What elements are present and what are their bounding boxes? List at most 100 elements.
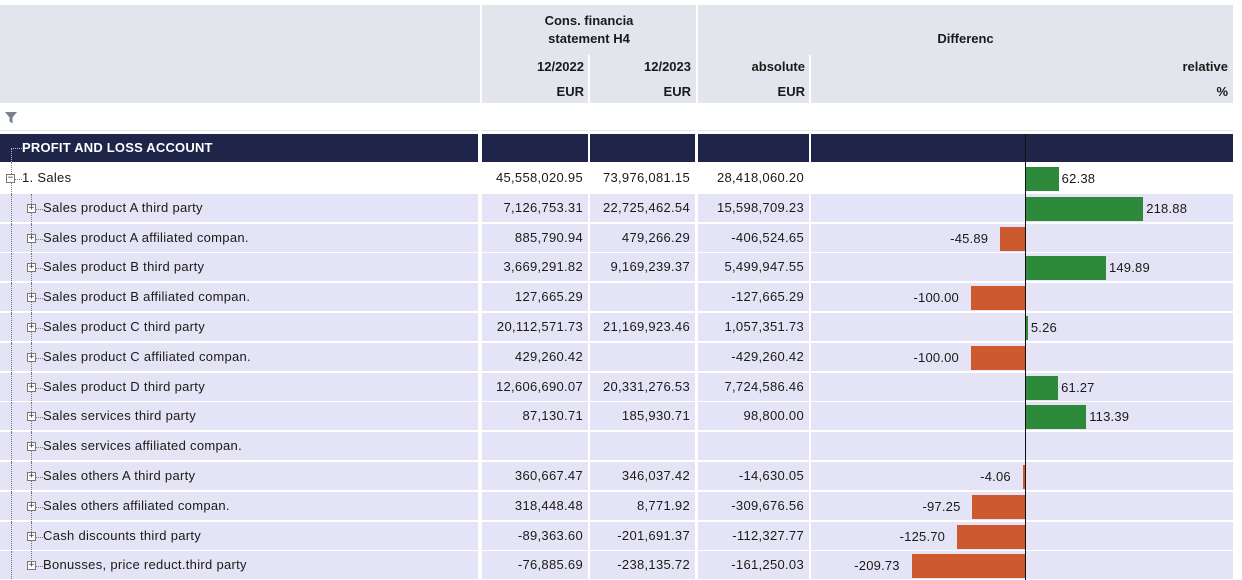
tree-connector — [11, 193, 12, 224]
section-label[interactable]: PROFIT AND LOSS ACCOUNT — [22, 140, 213, 155]
bar-label: 61.27 — [1061, 379, 1095, 395]
bar-positive — [1025, 256, 1106, 281]
table-cell — [698, 462, 809, 490]
value-v2023: 73,976,081.15 — [602, 170, 690, 185]
table-row[interactable]: + Sales services affiliated compan. — [0, 432, 1233, 463]
bar-label: -100.00 — [913, 290, 959, 306]
table-row[interactable]: + Sales product A affiliated compan. 885,7… — [0, 223, 1233, 254]
filter-cell[interactable] — [482, 104, 588, 131]
table-row[interactable]: + Bonusses, price reduct.third party -76,8… — [0, 551, 1233, 580]
table-cell — [0, 402, 478, 431]
table-row[interactable]: + Sales product B third party 3,669,291.82… — [0, 253, 1233, 284]
table-cell — [698, 253, 809, 282]
collapse-icon[interactable]: − — [6, 173, 15, 183]
filter-cell[interactable] — [0, 104, 478, 131]
header-col-absolute[interactable]: absolute — [751, 59, 805, 74]
row-label[interactable]: Sales services third party — [43, 408, 197, 424]
row-label[interactable]: Sales product A affiliated compan. — [43, 229, 249, 245]
value-abs: 15,598,709.23 — [716, 199, 804, 215]
header-group-difference: Differenc — [937, 31, 994, 46]
row-label[interactable]: Sales others A third party — [43, 468, 196, 483]
expand-icon[interactable]: + — [27, 351, 36, 362]
table-cell — [482, 313, 588, 341]
expand-icon[interactable]: + — [27, 202, 36, 213]
tree-connector — [31, 208, 43, 210]
expand-icon[interactable]: + — [27, 381, 36, 392]
table-cell — [0, 462, 478, 490]
table-cell — [0, 342, 478, 371]
tree-connector — [31, 447, 43, 449]
value-v2023: 185,930.71 — [621, 408, 690, 424]
row-label[interactable]: Cash discounts third party — [43, 527, 202, 543]
table-row[interactable]: + Sales product D third party 12,606,690.0… — [0, 372, 1233, 403]
expand-icon[interactable]: + — [27, 322, 36, 332]
table-cell — [698, 342, 809, 371]
table-row[interactable]: + Sales others affiliated compan. 318,448.… — [0, 491, 1233, 522]
value-v2023: 346,037.42 — [621, 468, 690, 483]
tree-connector — [31, 417, 43, 419]
filter-cell[interactable] — [590, 104, 695, 131]
table-cell — [482, 223, 588, 252]
table-cell — [482, 462, 588, 490]
value-abs: -406,524.65 — [731, 229, 804, 245]
header-col-2023[interactable]: 12/2023 — [644, 59, 691, 74]
bar-label: 62.38 — [1061, 171, 1096, 186]
table-cell — [698, 551, 809, 580]
expand-icon[interactable]: + — [27, 232, 36, 243]
table-cell — [698, 491, 809, 520]
row-label[interactable]: Bonusses, price reduct.third party — [43, 557, 247, 573]
row-label[interactable]: Sales product B third party — [43, 259, 205, 275]
row-label[interactable]: Sales product D third party — [43, 378, 206, 394]
header-col-relative-unit: % — [1216, 84, 1228, 99]
header-col-absolute-unit: EUR — [777, 84, 805, 99]
expand-icon[interactable]: + — [27, 500, 36, 511]
expand-icon[interactable]: + — [27, 411, 36, 422]
header-col-2022[interactable]: 12/2022 — [537, 59, 584, 74]
expand-icon[interactable]: + — [27, 262, 36, 273]
bar-label: -125.70 — [899, 528, 946, 544]
tree-connector — [31, 387, 43, 389]
expand-icon[interactable]: + — [27, 441, 36, 452]
bar-label: -97.25 — [922, 498, 961, 514]
filter-icon[interactable] — [4, 111, 18, 125]
row-label[interactable]: Sales others affiliated compan. — [43, 497, 230, 513]
filter-cell[interactable] — [811, 104, 1233, 131]
table-cell — [590, 402, 695, 431]
tree-connector — [31, 477, 43, 478]
table-row[interactable]: + Cash discounts third party -89,363.60 -20… — [0, 521, 1233, 552]
table-cell — [0, 313, 478, 341]
section-cell — [482, 134, 588, 162]
expand-icon[interactable]: + — [27, 292, 36, 303]
expand-icon[interactable]: + — [27, 471, 36, 481]
table-cell — [0, 521, 478, 550]
value-abs: 98,800.00 — [743, 408, 804, 424]
value-v2022: 318,448.48 — [514, 497, 583, 513]
table-row[interactable]: + Sales others A third party 360,667.47 346… — [0, 462, 1233, 492]
table-row[interactable]: + Sales product A third party 7,126,753.31… — [0, 193, 1233, 224]
table-row[interactable]: + Sales product C affiliated compan. 429,2… — [0, 342, 1233, 373]
row-label[interactable]: Sales product B affiliated compan. — [43, 289, 251, 305]
value-v2022: 7,126,753.31 — [503, 199, 583, 215]
row-label[interactable]: Sales product C affiliated compan. — [43, 348, 251, 364]
value-v2022: 127,665.29 — [514, 289, 583, 305]
expand-icon[interactable]: + — [27, 530, 36, 541]
table-row-group[interactable]: −1. Sales 45,558,020.95 73,976,081.15 28,41… — [0, 162, 1233, 194]
table-row[interactable]: + Sales services third party 87,130.71 185,… — [0, 402, 1233, 433]
filter-cell[interactable] — [698, 104, 809, 131]
table-cell — [0, 253, 478, 282]
row-label[interactable]: Sales services affiliated compan. — [43, 438, 242, 454]
table-cell — [590, 253, 695, 282]
value-v2022: 360,667.47 — [514, 468, 583, 483]
table-cell — [590, 491, 695, 520]
header-divider — [696, 5, 698, 103]
row-label[interactable]: Sales product A third party — [43, 199, 203, 215]
table-row[interactable]: + Sales product B affiliated compan. 127,6… — [0, 283, 1233, 314]
row-label[interactable]: Sales product C third party — [43, 319, 206, 334]
row-label[interactable]: 1. Sales — [22, 170, 72, 185]
bar-negative — [1022, 465, 1025, 489]
header-col-relative[interactable]: relative — [1182, 59, 1228, 74]
expand-icon[interactable]: + — [27, 560, 36, 571]
table-row[interactable]: + Sales product C third party 20,112,571.7… — [0, 313, 1233, 343]
bar-negative — [911, 554, 1025, 579]
value-v2022: 20,112,571.73 — [496, 319, 583, 334]
